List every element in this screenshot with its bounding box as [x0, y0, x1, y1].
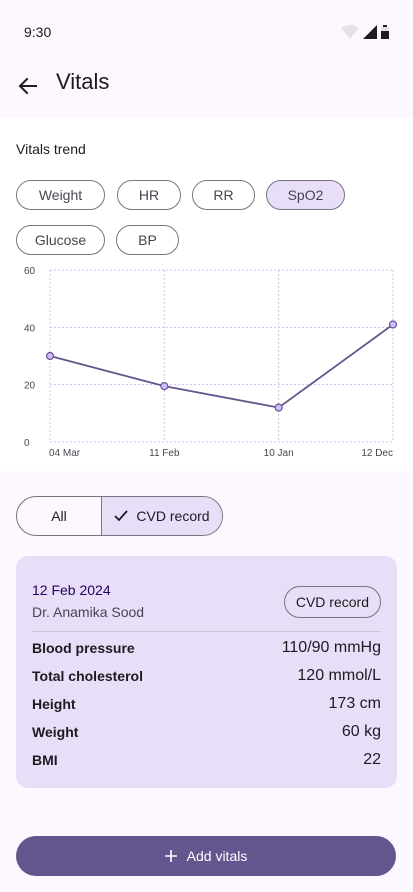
check-icon: [114, 510, 129, 522]
back-button[interactable]: [12, 68, 44, 104]
x-tick-label: 04 Mar: [49, 448, 81, 459]
battery-icon: [381, 25, 389, 39]
filter-cvd-label: CVD record: [136, 508, 210, 524]
chip-bp[interactable]: BP: [116, 225, 179, 255]
status-icons: [341, 25, 389, 39]
signal-icon: [363, 25, 377, 39]
record-value: 60 kg: [341, 723, 381, 740]
add-vitals-label: Add vitals: [186, 848, 248, 864]
record-row: Blood pressure 110/90 mmHg: [32, 638, 381, 658]
record-label: Height: [32, 696, 76, 712]
record-filter: All CVD record: [16, 496, 223, 536]
chip-rr[interactable]: RR: [192, 180, 255, 210]
record-value: 120 mmol/L: [297, 667, 381, 684]
arrow-back-icon: [18, 77, 37, 95]
record-row: Height 173 cm: [32, 694, 381, 714]
data-point[interactable]: [388, 320, 398, 329]
vitals-trend-panel: Vitals trend Weight HR RR SpO2 Glucose B…: [0, 118, 413, 471]
y-tick-label: 40: [24, 323, 36, 334]
page-title: Vitals: [56, 69, 110, 94]
plus-icon: [164, 850, 177, 862]
record-date: 12 Feb 2024: [32, 582, 111, 598]
record-doctor: Dr. Anamika Sood: [32, 604, 145, 620]
record-label: Blood pressure: [32, 640, 135, 656]
filter-all-button[interactable]: All: [17, 497, 102, 535]
x-tick-label: 11 Feb: [149, 448, 180, 459]
y-tick-label: 60: [24, 266, 36, 277]
chip-hr[interactable]: HR: [117, 180, 181, 210]
section-title: Vitals trend: [16, 141, 86, 157]
record-row: Weight 60 kg: [32, 722, 381, 742]
y-tick-label: 20: [24, 381, 36, 392]
status-time: 9:30: [24, 24, 52, 40]
vitals-record-card[interactable]: 12 Feb 2024 Dr. Anamika Sood CVD record …: [16, 556, 397, 788]
top-app-bar: Vitals: [0, 64, 413, 116]
record-label: Total cholesterol: [32, 668, 143, 684]
x-tick-label: 12 Dec: [361, 448, 393, 459]
filter-cvd-button[interactable]: CVD record: [102, 497, 222, 535]
record-value: 173 cm: [328, 695, 381, 712]
status-bar: 9:30: [0, 0, 413, 64]
spo2-trend-chart: 0 20 40 60 04 Mar 11 Feb 10 Jan 12 Dec: [24, 266, 398, 459]
record-row: BMI 22: [32, 750, 381, 770]
divider: [32, 631, 381, 632]
record-value: 22: [363, 751, 381, 768]
chip-spo2[interactable]: SpO2: [266, 180, 345, 210]
x-tick-label: 10 Jan: [264, 448, 294, 459]
record-label: BMI: [32, 752, 58, 768]
record-value: 110/90 mmHg: [281, 639, 381, 656]
record-tag-chip[interactable]: CVD record: [283, 586, 381, 618]
y-tick-label: 0: [24, 438, 30, 449]
chip-weight[interactable]: Weight: [16, 180, 105, 210]
record-row: Total cholesterol 120 mmol/L: [32, 666, 381, 686]
data-point[interactable]: [160, 381, 169, 391]
wifi-icon: [341, 25, 359, 39]
add-vitals-button[interactable]: Add vitals: [16, 836, 396, 876]
data-point[interactable]: [274, 403, 283, 412]
data-point[interactable]: [45, 351, 55, 361]
chip-glucose[interactable]: Glucose: [16, 225, 105, 255]
record-label: Weight: [32, 724, 79, 740]
series-line-spo2: [49, 323, 394, 409]
